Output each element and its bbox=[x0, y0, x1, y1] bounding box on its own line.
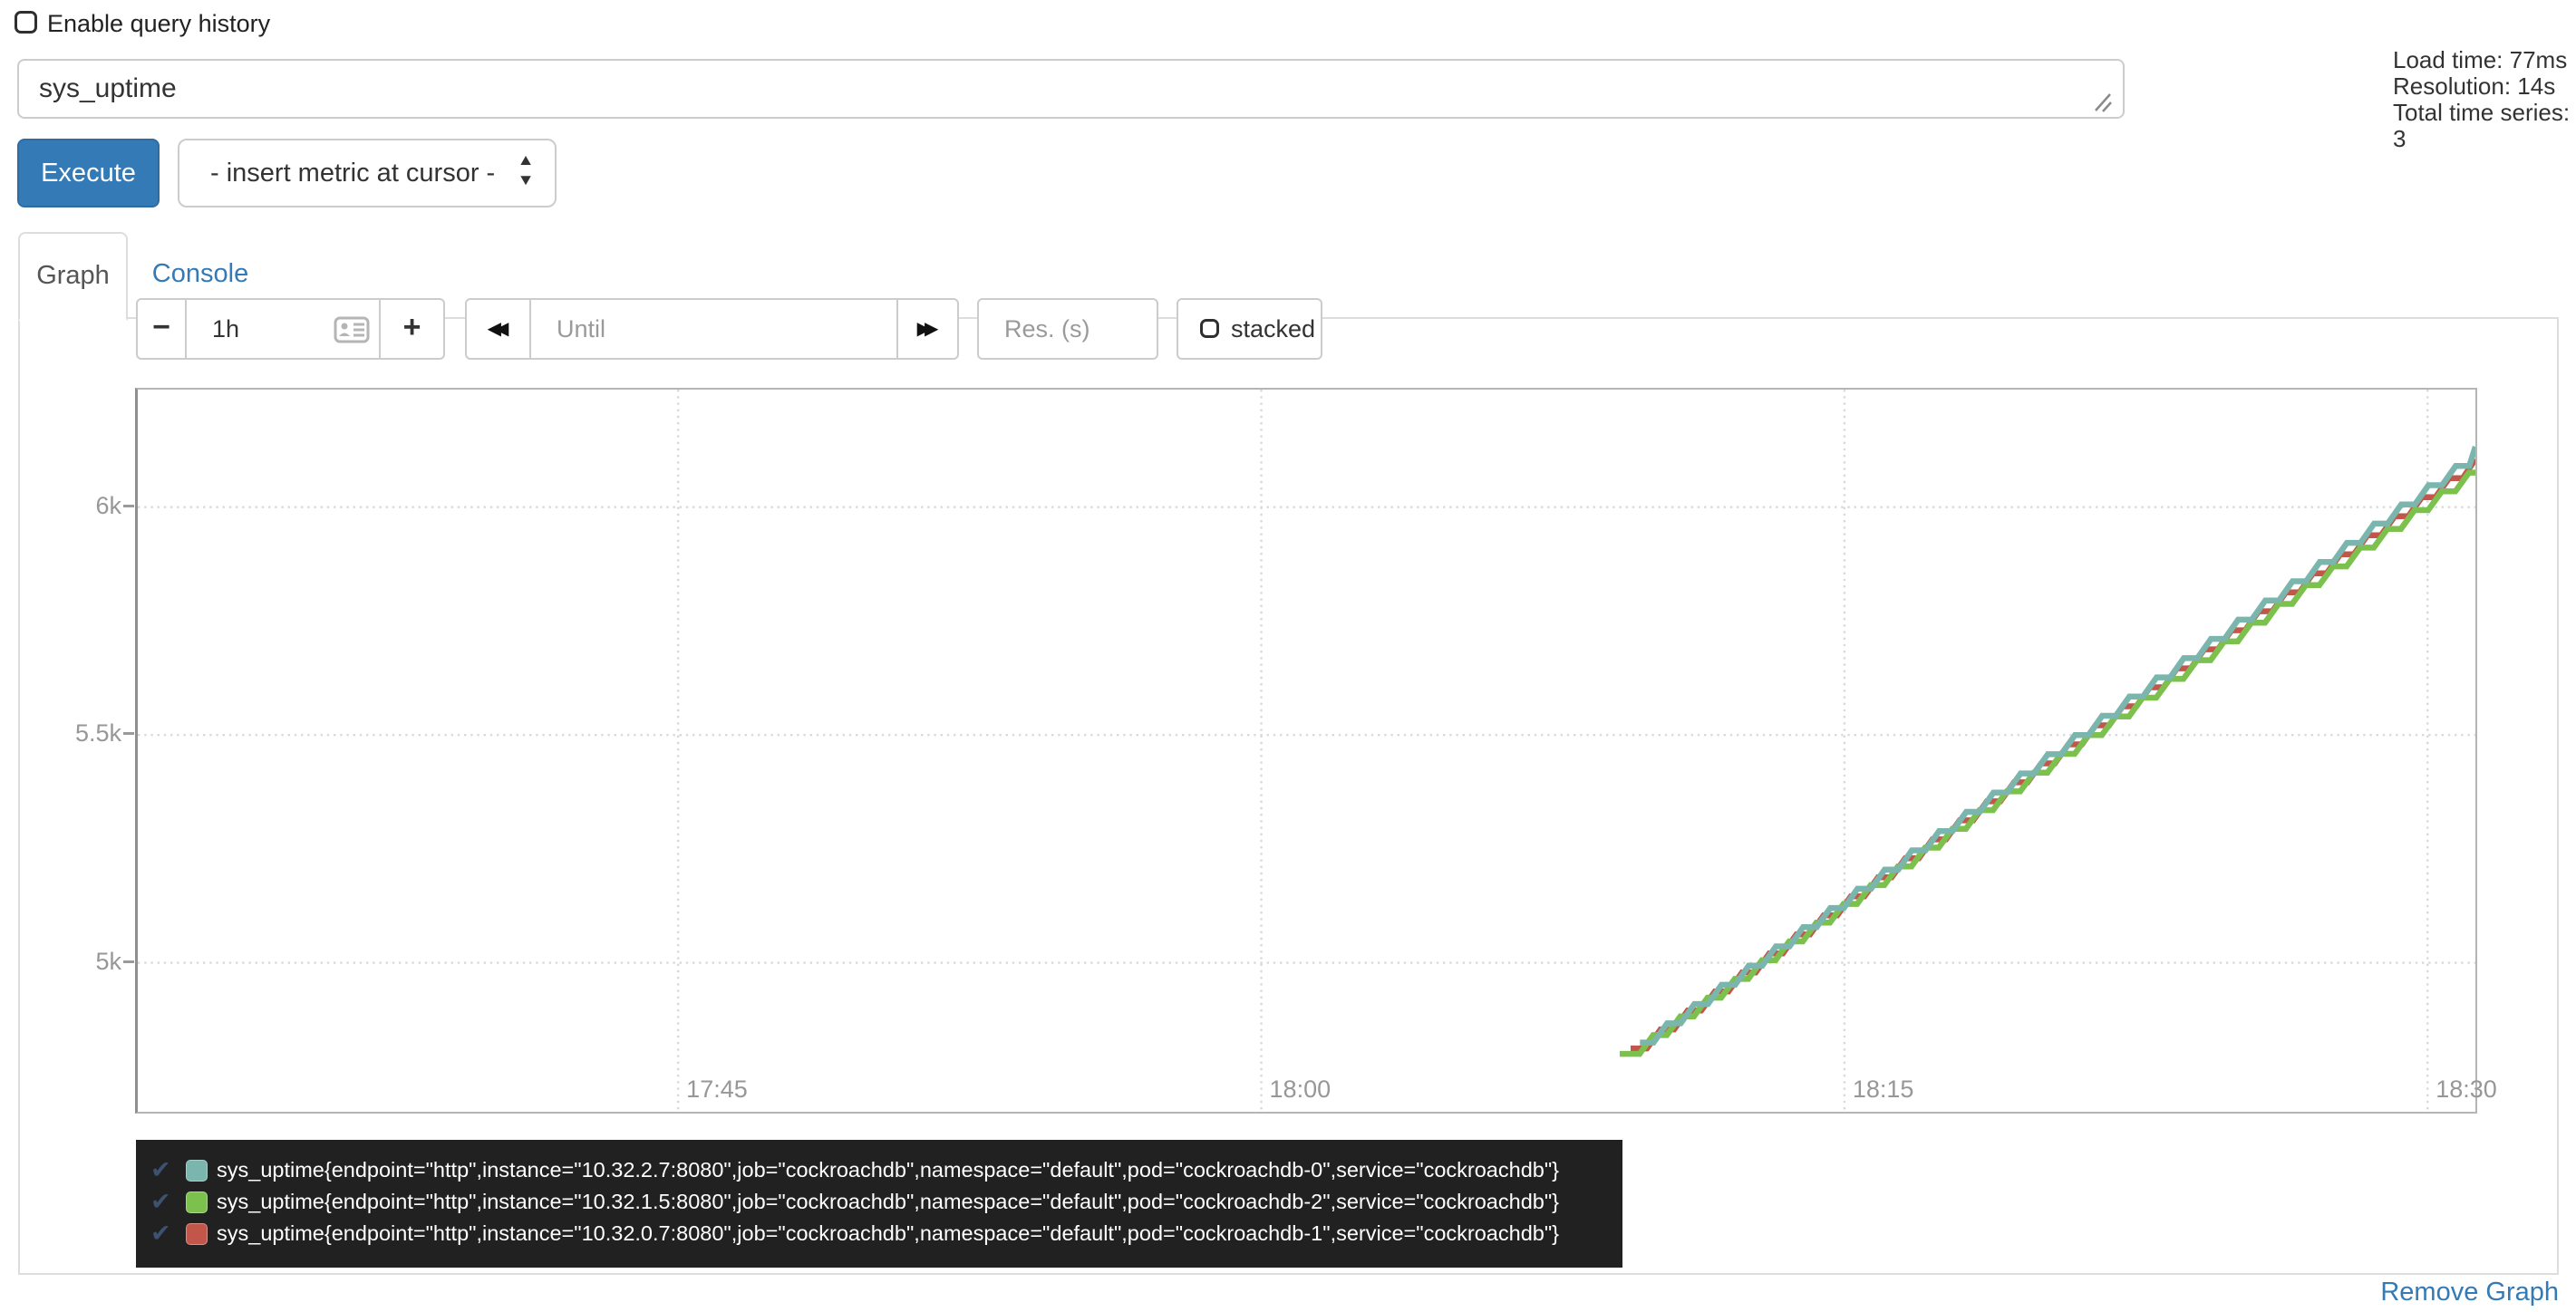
series-checkmark-icon[interactable]: ✔ bbox=[150, 1188, 171, 1215]
load-time: Load time: 77ms bbox=[2393, 46, 2568, 73]
series-label: sys_uptime{endpoint="http",instance="10.… bbox=[217, 1190, 1560, 1213]
range-value: 1h bbox=[212, 315, 240, 342]
graph-panel bbox=[18, 317, 2559, 1275]
remove-graph-link[interactable]: Remove Graph bbox=[2380, 1278, 2559, 1307]
resolution-input[interactable]: Res. (s) bbox=[977, 298, 1158, 360]
legend-row[interactable]: ✔ sys_uptime{endpoint="http",instance="1… bbox=[136, 1186, 1622, 1218]
series-label: sys_uptime{endpoint="http",instance="10.… bbox=[217, 1221, 1560, 1245]
range-input[interactable]: 1h bbox=[185, 298, 381, 360]
resolution-placeholder: Res. (s) bbox=[1004, 315, 1090, 342]
until-forward-button[interactable]: ▶▶ bbox=[896, 298, 959, 360]
range-picker-icon[interactable] bbox=[334, 316, 370, 343]
series-color-swatch bbox=[186, 1159, 208, 1182]
stacked-label: stacked bbox=[1231, 315, 1316, 342]
chart-plot-area[interactable] bbox=[135, 388, 2477, 1114]
stacked-toggle[interactable]: stacked bbox=[1177, 298, 1322, 360]
legend-row[interactable]: ✔ sys_uptime{endpoint="http",instance="1… bbox=[136, 1218, 1622, 1249]
query-history-checkbox[interactable] bbox=[15, 11, 37, 34]
range-decrease-button[interactable]: − bbox=[136, 298, 187, 360]
series-checkmark-icon[interactable]: ✔ bbox=[150, 1220, 171, 1247]
until-input[interactable]: Until bbox=[529, 298, 898, 360]
query-history-label: Enable query history bbox=[47, 10, 271, 37]
series-color-swatch bbox=[186, 1191, 208, 1213]
range-increase-button[interactable]: + bbox=[379, 298, 445, 360]
insert-metric-select[interactable]: - insert metric at cursor - ▲ ▼ bbox=[178, 139, 557, 207]
tab-console[interactable]: Console bbox=[151, 259, 249, 288]
resize-handle-icon[interactable] bbox=[2090, 91, 2116, 114]
until-placeholder: Until bbox=[557, 315, 606, 342]
series-label: sys_uptime{endpoint="http",instance="10.… bbox=[217, 1158, 1560, 1182]
resolution: Resolution: 14s bbox=[2393, 72, 2556, 100]
insert-metric-select-value: - insert metric at cursor - bbox=[210, 159, 496, 188]
select-arrows-icon: ▲ ▼ bbox=[517, 151, 535, 188]
expression-input[interactable]: sys_uptime bbox=[17, 59, 2125, 119]
legend-row[interactable]: ✔ sys_uptime{endpoint="http",instance="1… bbox=[136, 1154, 1622, 1186]
chart-legend: ✔ sys_uptime{endpoint="http",instance="1… bbox=[136, 1140, 1622, 1268]
query-stats: Load time: 77ms Resolution: 14s Total ti… bbox=[2393, 47, 2576, 152]
chart-canvas[interactable] bbox=[138, 390, 2475, 1112]
until-back-button[interactable]: ◀◀ bbox=[465, 298, 531, 360]
series-color-swatch bbox=[186, 1222, 208, 1245]
series-line bbox=[1640, 446, 2475, 1046]
total-time-series: Total time series: 3 bbox=[2393, 99, 2571, 152]
tab-graph[interactable]: Graph bbox=[18, 232, 128, 321]
series-checkmark-icon[interactable]: ✔ bbox=[150, 1156, 171, 1183]
execute-button[interactable]: Execute bbox=[17, 139, 160, 207]
stacked-checkbox[interactable] bbox=[1200, 319, 1219, 338]
